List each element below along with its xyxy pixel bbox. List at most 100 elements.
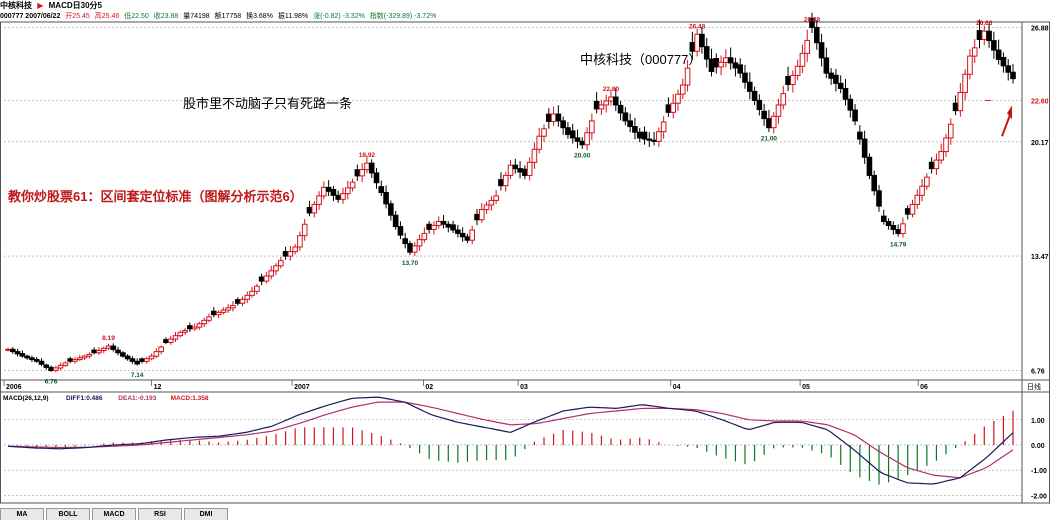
candle-up [316,195,322,205]
candle-down [885,220,892,226]
candle-up [550,113,557,122]
trend-arrow-icon [1001,111,1012,137]
candle-up [292,246,298,253]
candle-up [268,270,275,277]
tab-ma[interactable]: MA [0,508,44,520]
candle-up [670,102,677,113]
tab-dmi[interactable]: DMI [184,508,228,520]
candle-down [617,104,624,114]
candle-up [933,159,940,170]
candle-down [33,359,40,362]
candle-down [330,189,337,196]
info-low: 低22.50 [124,13,149,20]
macd-tick-label: 1.00 [1031,418,1045,425]
candle-down [134,360,141,365]
candle-down [565,127,571,136]
info-turnover: 换3.68% [246,13,273,20]
candle-down [187,325,193,330]
candle-up [172,335,179,340]
candle-up [526,161,533,176]
candle-down [282,251,289,257]
candle-up [239,298,246,304]
candle-down [450,224,456,231]
candle-up [230,305,236,309]
slogan-annotation: 股市里不动脑子只有死路一条 [183,96,353,111]
candle-up [804,39,811,54]
macd-tick-label: -2.00 [1031,493,1047,500]
info-volume: 量74198 [183,13,210,20]
candle-down [727,57,734,64]
candle-down [426,223,432,230]
candle-down [708,58,715,72]
candle-up [483,204,490,211]
tab-macd[interactable]: MACD [92,508,136,520]
candle-down [895,229,901,235]
info-high: 高25.46 [94,13,120,20]
x-tick-label: 04 [673,384,681,391]
price-extreme-label: 26.48 [689,23,706,30]
candle-up [947,123,954,139]
candle-down [713,58,720,68]
candle-down [847,98,854,111]
candle-up [105,345,112,349]
candle-down [622,112,629,122]
candle-up [254,285,260,292]
candle-up [62,362,69,366]
candle-up [603,100,610,106]
stock-name: 中核科技 [0,1,32,10]
candle-down [871,174,878,192]
price-tick-label: 6.76 [1031,368,1045,375]
indicator-title: MACD日30分5 [48,1,102,10]
lesson-annotation: 教你炒股票61：区间套定位标准（图解分析示范6） [8,189,303,204]
candle-down [952,102,959,112]
candle-down [234,299,241,304]
price-extreme-label: 26.88 [804,16,821,23]
candle-up [416,239,423,247]
price-extreme-label: 8.19 [102,335,115,342]
candle-up [435,220,442,226]
candle-down [378,186,385,193]
candle-up [493,195,499,201]
x-tick-label: 2006 [6,384,22,391]
candle-up [675,93,681,104]
candle-down [120,352,126,357]
candle-down [163,339,169,343]
play-arrow-icon[interactable]: ▶ [37,1,44,10]
candle-up [201,319,208,325]
candle-up [277,260,284,267]
candle-down [43,364,50,368]
price-extreme-label: 14.79 [890,242,907,249]
info-change: 涨(-0.82) -3.32% [313,13,365,20]
stock-chart[interactable]: 26.88 22.60 20.17 13.47 6.76 6.76 8.19 7.14 18.9… [0,0,1050,508]
info-amplitude: 振11.98% [277,13,309,20]
candle-down [632,126,638,133]
candle-up [225,307,231,311]
candle-down [813,26,820,44]
candle-down [928,161,935,170]
candle-down [641,131,648,140]
candle-down [306,206,313,214]
candle-down [517,168,523,173]
candle-up [206,316,212,321]
candle-down [91,349,97,354]
trend-arrow-head-icon [1007,105,1012,120]
info-open: 开25.45 [65,13,90,20]
candle-down [392,214,399,228]
candle-up [914,194,921,205]
candle-down [579,140,586,146]
candle-down [651,139,657,142]
candle-down [809,17,815,28]
candle-down [665,104,672,113]
candle-down [545,113,552,122]
tab-boll[interactable]: BOLL [46,508,90,520]
dea-line [7,401,1014,479]
chart-frame [0,21,1050,504]
tab-rsi[interactable]: RSI [138,508,182,520]
candle-down [115,349,121,354]
candle-up [340,193,346,200]
candle-up [72,359,78,362]
candle-down [703,46,710,60]
candle-down [383,191,389,205]
candle-up [220,309,227,313]
candle-up [971,47,978,57]
